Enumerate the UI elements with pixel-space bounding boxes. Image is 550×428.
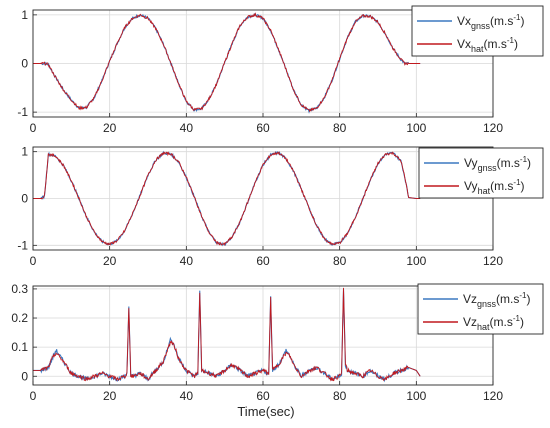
- x-tick-label: 80: [333, 254, 347, 268]
- x-tick-label: 40: [180, 389, 194, 403]
- legend-box: [418, 147, 544, 199]
- x-tick-label: 80: [333, 389, 347, 403]
- x-tick-label: 20: [103, 121, 117, 135]
- y-tick-label: -1: [17, 238, 28, 252]
- y-tick-label: 1: [21, 8, 28, 22]
- subplot-3: 0 20 40 60 80 100 12000.10.20.3Vzgnss(m.s-1)Vz…: [11, 282, 544, 403]
- y-tick-label: 0: [21, 369, 28, 383]
- axes-box: [32, 146, 494, 251]
- x-tick-label: 100: [406, 254, 426, 268]
- legend-label-gnss: Vxgnss(m.s-1): [457, 13, 524, 31]
- y-tick-label: 0: [21, 57, 28, 71]
- x-tick-label: 120: [483, 389, 503, 403]
- legend: Vxgnss(m.s-1) Vxhat(m.s-1): [411, 5, 544, 57]
- legend-box: [411, 5, 544, 57]
- series-hat-line: [33, 151, 421, 247]
- x-tick-label: 120: [483, 121, 503, 135]
- x-tick-label: 0: [30, 121, 37, 135]
- legend-box: [417, 283, 544, 335]
- legend-label-hat: Vxhat(m.s-1): [457, 36, 518, 54]
- legend-label-hat: Vyhat(m.s-1): [464, 178, 525, 196]
- y-tick-label: 0.2: [11, 311, 28, 325]
- x-tick-label: 0: [30, 389, 37, 403]
- subplot-1: 0 20 40 60 80 100 120-101 Vxgnss(m.s-1)Vxhat(m.…: [17, 5, 544, 135]
- legend-label-hat: Vzhat(m.s-1): [463, 314, 524, 332]
- x-axis-label: Time(sec): [237, 404, 294, 419]
- x-tick-label: 40: [180, 121, 194, 135]
- series-hat-line: [33, 287, 421, 382]
- x-tick-label: 20: [103, 389, 117, 403]
- x-tick-label: 60: [256, 121, 270, 135]
- axes-box: [32, 9, 494, 118]
- axes-box: [32, 285, 494, 386]
- subplot-2: 0 20 40 60 80 100 120-101Vygnss(m.s-1)Vyhat(m.…: [17, 145, 544, 268]
- legend-label-gnss: Vygnss(m.s-1): [464, 155, 531, 173]
- y-tick-label: 1: [21, 145, 28, 159]
- x-tick-label: 120: [483, 254, 503, 268]
- x-tick-label: 40: [180, 254, 194, 268]
- x-tick-label: 0: [30, 254, 37, 268]
- y-tick-label: 0: [21, 192, 28, 206]
- legend-label-gnss: Vzgnss(m.s-1): [463, 291, 530, 309]
- series-hat-line: [33, 12, 421, 113]
- x-tick-label: 100: [406, 121, 426, 135]
- y-tick-label: 0.3: [11, 282, 28, 296]
- x-tick-label: 80: [333, 121, 347, 135]
- y-tick-label: 0.1: [11, 340, 28, 354]
- legend: Vygnss(m.s-1) Vyhat(m.s-1): [418, 147, 544, 199]
- x-tick-label: 100: [406, 389, 426, 403]
- y-tick-label: -1: [17, 105, 28, 119]
- legend: Vzgnss(m.s-1) Vzhat(m.s-1): [417, 283, 544, 335]
- x-tick-label: 60: [256, 254, 270, 268]
- x-tick-label: 20: [103, 254, 117, 268]
- x-tick-label: 60: [256, 389, 270, 403]
